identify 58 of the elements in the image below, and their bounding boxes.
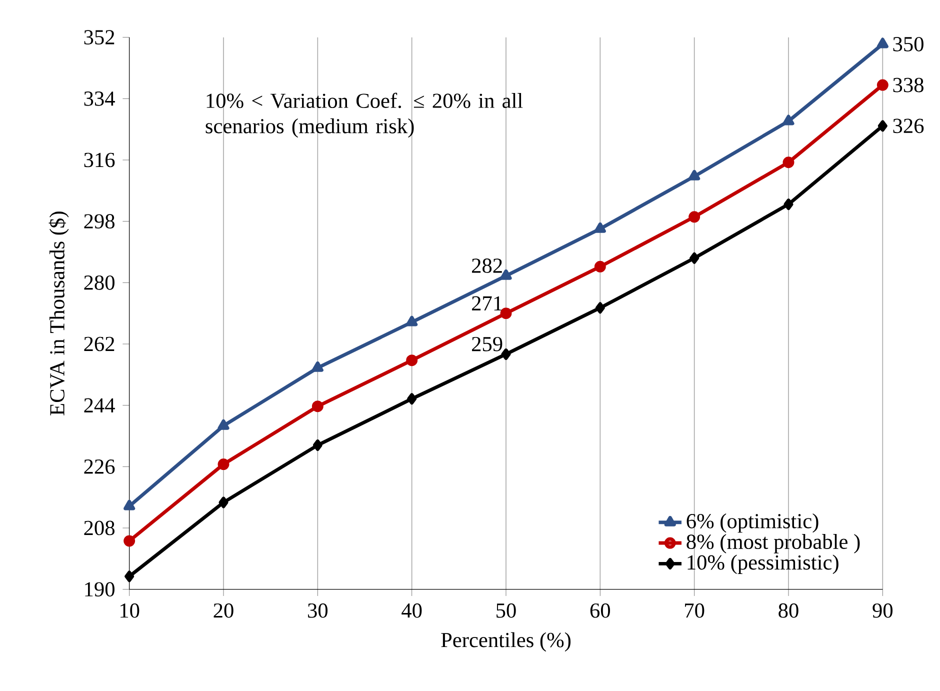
x-tick-label: 80: [778, 604, 798, 618]
point: [594, 261, 606, 273]
point: [688, 211, 700, 223]
point: [406, 354, 418, 366]
y-tick-label: 352: [84, 30, 114, 45]
point: [312, 400, 324, 412]
point: [124, 535, 136, 547]
x-tick-label: 60: [590, 604, 610, 618]
y-tick-label: 262: [84, 337, 114, 352]
point: [784, 198, 794, 210]
point: [218, 496, 228, 508]
point: [124, 500, 136, 510]
x-tick-label: 20: [214, 604, 234, 618]
y-tick-label: 226: [84, 460, 115, 474]
data-label: 282: [472, 258, 502, 274]
y-tick-label: 298: [84, 214, 114, 229]
annotation: 10% < Variation Coef. ≤ 20% in all scenarios (medium risk): [206, 92, 523, 138]
point: [878, 120, 888, 132]
legend-label: 8% (most probable ): [686, 534, 860, 554]
data-label: 326: [893, 118, 924, 134]
point: [876, 79, 888, 91]
y-tick-label: 316: [84, 153, 115, 168]
point: [782, 114, 794, 126]
point: [876, 38, 888, 48]
point: [688, 170, 700, 181]
data-label: 259: [472, 337, 502, 352]
point: [312, 362, 324, 372]
y-tick-label: 190: [85, 582, 114, 597]
y-axis-title: ECVA in Thousands ($): [48, 212, 69, 416]
y-tick-label: 334: [84, 92, 115, 106]
point: [312, 440, 322, 452]
point: [782, 156, 794, 168]
point: [406, 316, 418, 326]
point: [218, 458, 230, 470]
point: [595, 302, 605, 314]
x-tick-label: 90: [872, 604, 893, 618]
data-label: 350: [893, 37, 924, 52]
point: [124, 570, 134, 582]
y-tick-label: 208: [84, 520, 114, 536]
y-tick-label: 244: [84, 398, 115, 413]
x-tick-label: 40: [402, 604, 422, 618]
x-tick-label: 10: [120, 604, 140, 618]
point: [690, 252, 700, 264]
point: [407, 393, 417, 405]
point: [594, 222, 606, 234]
point: [500, 270, 512, 280]
legend-label: 6% (optimistic): [686, 514, 818, 533]
data-label: 271: [472, 296, 502, 311]
legend-label: 10% (pessimistic): [688, 554, 838, 574]
point: [500, 308, 512, 320]
x-tick-label: 30: [308, 604, 328, 618]
y-tick-label: 280: [84, 276, 114, 290]
x-axis-title: Percentiles (%): [441, 632, 571, 652]
x-tick-label: 50: [496, 604, 516, 618]
point: [501, 348, 511, 360]
point: [218, 420, 230, 430]
data-label: 338: [893, 78, 924, 92]
x-tick-label: 70: [685, 604, 704, 618]
